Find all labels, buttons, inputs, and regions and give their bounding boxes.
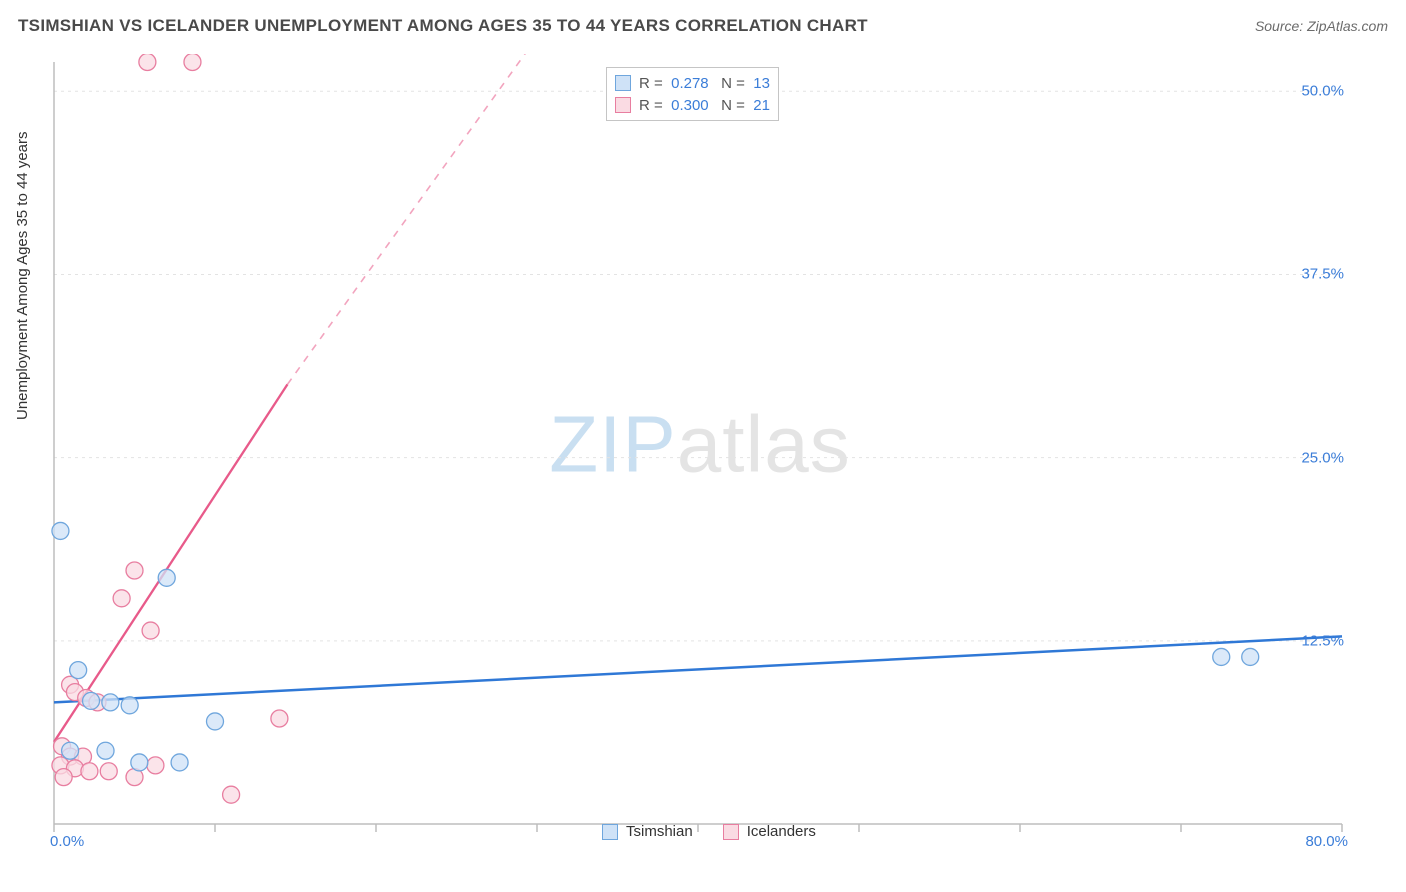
y-tick-label: 12.5%	[1301, 632, 1344, 649]
legend-stats: R = 0.300 N = 21	[639, 97, 770, 114]
legend-label: Tsimshian	[626, 823, 693, 840]
legend-item: Icelanders	[723, 823, 816, 840]
chart-source: Source: ZipAtlas.com	[1255, 18, 1388, 34]
legend-row: R = 0.300 N = 21	[615, 94, 770, 116]
x-tick-label: 80.0%	[1292, 833, 1348, 850]
x-tick-label: 0.0%	[50, 833, 84, 850]
y-tick-label: 37.5%	[1301, 266, 1344, 283]
legend-swatch	[723, 824, 739, 840]
legend-label: Icelanders	[747, 823, 816, 840]
legend-row: R = 0.278 N = 13	[615, 72, 770, 94]
legend-item: Tsimshian	[602, 823, 693, 840]
legend-swatch	[615, 75, 631, 91]
legend-swatch	[615, 97, 631, 113]
y-tick-label: 50.0%	[1301, 83, 1344, 100]
y-axis-label: Unemployment Among Ages 35 to 44 years	[14, 131, 31, 420]
correlation-legend: R = 0.278 N = 13 R = 0.300 N = 21	[606, 67, 779, 121]
chart-title: TSIMSHIAN VS ICELANDER UNEMPLOYMENT AMON…	[18, 16, 868, 36]
chart-header: TSIMSHIAN VS ICELANDER UNEMPLOYMENT AMON…	[18, 16, 1388, 36]
legend-stats: R = 0.278 N = 13	[639, 75, 770, 92]
chart-area: ZIPatlas 12.5%25.0%37.5%50.0%0.0%80.0%R …	[50, 54, 1350, 844]
scatter-chart	[50, 54, 1350, 844]
series-legend: Tsimshian Icelanders	[602, 823, 816, 840]
y-tick-label: 25.0%	[1301, 449, 1344, 466]
legend-swatch	[602, 824, 618, 840]
